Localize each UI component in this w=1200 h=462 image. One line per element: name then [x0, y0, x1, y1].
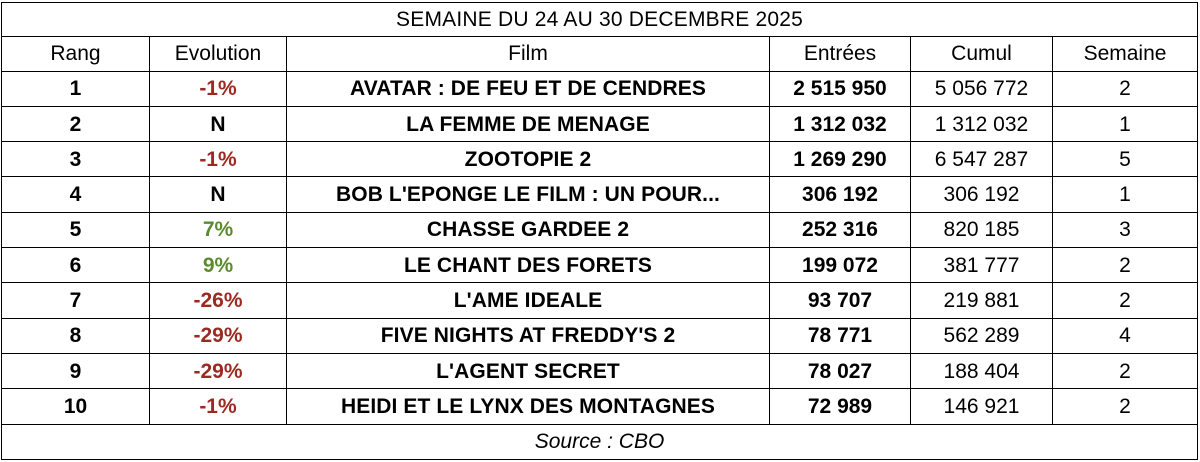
header-entries: Entrées [769, 36, 911, 72]
rank-cell: 2 [1, 105, 150, 143]
evolution-cell: -1% [149, 388, 287, 425]
cumul-cell: 6 547 287 [910, 141, 1053, 178]
entries-cell: 2 515 950 [769, 70, 911, 107]
source-note: Source : CBO [0, 423, 1199, 461]
film-title-cell: BOB L'EPONGE LE FILM : UN POUR... [286, 176, 770, 213]
rank-cell: 5 [1, 211, 150, 249]
film-title-cell: FIVE NIGHTS AT FREDDY'S 2 [286, 317, 770, 354]
week-cell: 2 [1051, 388, 1199, 425]
entries-cell: 78 771 [769, 317, 911, 354]
week-cell: 2 [1051, 70, 1199, 107]
cumul-cell: 5 056 772 [910, 70, 1053, 107]
rank-cell: 6 [1, 247, 150, 284]
film-title-cell: ZOOTOPIE 2 [286, 141, 770, 178]
rank-cell: 10 [1, 388, 150, 425]
film-title-cell: AVATAR : DE FEU ET DE CENDRES [286, 70, 770, 107]
rank-cell: 9 [1, 352, 150, 390]
rank-cell: 3 [1, 141, 150, 178]
week-cell: 5 [1051, 141, 1199, 178]
week-cell: 4 [1051, 317, 1199, 354]
film-title-cell: L'AGENT SECRET [286, 352, 770, 390]
evolution-cell: 7% [149, 211, 287, 249]
rank-cell: 4 [1, 176, 150, 213]
entries-cell: 72 989 [769, 388, 911, 425]
film-title-cell: L'AME IDEALE [286, 282, 770, 319]
cumul-cell: 146 921 [910, 388, 1053, 425]
header-cumul: Cumul [910, 36, 1053, 72]
cumul-cell: 1 312 032 [910, 105, 1053, 143]
evolution-cell: N [149, 105, 287, 143]
evolution-cell: N [149, 176, 287, 213]
table-row: 8 -29% FIVE NIGHTS AT FREDDY'S 2 78 771 562 … [1, 317, 1199, 354]
table-row: 9 -29% L'AGENT SECRET 78 027 188 404 2 [1, 352, 1199, 390]
header-rank: Rang [1, 36, 150, 72]
film-title-cell: HEIDI ET LE LYNX DES MONTAGNES [286, 388, 770, 425]
evolution-cell: -1% [149, 70, 287, 107]
table-body: 1 -1% AVATAR : DE FEU ET DE CENDRES 2 515 9… [1, 70, 1199, 425]
week-cell: 1 [1051, 105, 1199, 143]
evolution-cell: -29% [149, 352, 287, 390]
entries-cell: 306 192 [769, 176, 911, 213]
cumul-cell: 306 192 [910, 176, 1053, 213]
header-row: Rang Evolution Film Entrées Cumul Semain… [1, 36, 1199, 72]
cumul-cell: 820 185 [910, 211, 1053, 249]
table-title: SEMAINE DU 24 AU 30 DECEMBRE 2025 [0, 1, 1199, 38]
table-row: 5 7% CHASSE GARDEE 2 252 316 820 185 3 [1, 211, 1199, 249]
rank-cell: 7 [1, 282, 150, 319]
film-title-cell: CHASSE GARDEE 2 [286, 211, 770, 249]
week-cell: 3 [1051, 211, 1199, 249]
film-title-cell: LE CHANT DES FORETS [286, 247, 770, 284]
evolution-cell: -26% [149, 282, 287, 319]
rank-cell: 1 [1, 70, 150, 107]
header-film: Film [286, 36, 770, 72]
rank-cell: 8 [1, 317, 150, 354]
entries-cell: 1 269 290 [769, 141, 911, 178]
cumul-cell: 219 881 [910, 282, 1053, 319]
table-row: 2 N LA FEMME DE MENAGE 1 312 032 1 312 032 1 [1, 105, 1199, 143]
week-cell: 2 [1051, 282, 1199, 319]
table-row: 1 -1% AVATAR : DE FEU ET DE CENDRES 2 515 9… [1, 70, 1199, 107]
table-row: 7 -26% L'AME IDEALE 93 707 219 881 2 [1, 282, 1199, 319]
week-cell: 2 [1051, 247, 1199, 284]
film-title-cell: LA FEMME DE MENAGE [286, 105, 770, 143]
table-row: 6 9% LE CHANT DES FORETS 199 072 381 777 2 [1, 247, 1199, 284]
header-week: Semaine [1051, 36, 1199, 72]
entries-cell: 199 072 [769, 247, 911, 284]
week-cell: 2 [1051, 352, 1199, 390]
table-row: 10 -1% HEIDI ET LE LYNX DES MONTAGNES 72 98… [1, 388, 1199, 425]
cumul-cell: 188 404 [910, 352, 1053, 390]
evolution-cell: -29% [149, 317, 287, 354]
entries-cell: 78 027 [769, 352, 911, 390]
entries-cell: 252 316 [769, 211, 911, 249]
header-evolution: Evolution [149, 36, 287, 72]
evolution-cell: -1% [149, 141, 287, 178]
entries-cell: 1 312 032 [769, 105, 911, 143]
week-cell: 1 [1051, 176, 1199, 213]
cumul-cell: 562 289 [910, 317, 1053, 354]
evolution-cell: 9% [149, 247, 287, 284]
table-row: 4 N BOB L'EPONGE LE FILM : UN POUR... 306 1… [1, 176, 1199, 213]
entries-cell: 93 707 [769, 282, 911, 319]
cumul-cell: 381 777 [910, 247, 1053, 284]
